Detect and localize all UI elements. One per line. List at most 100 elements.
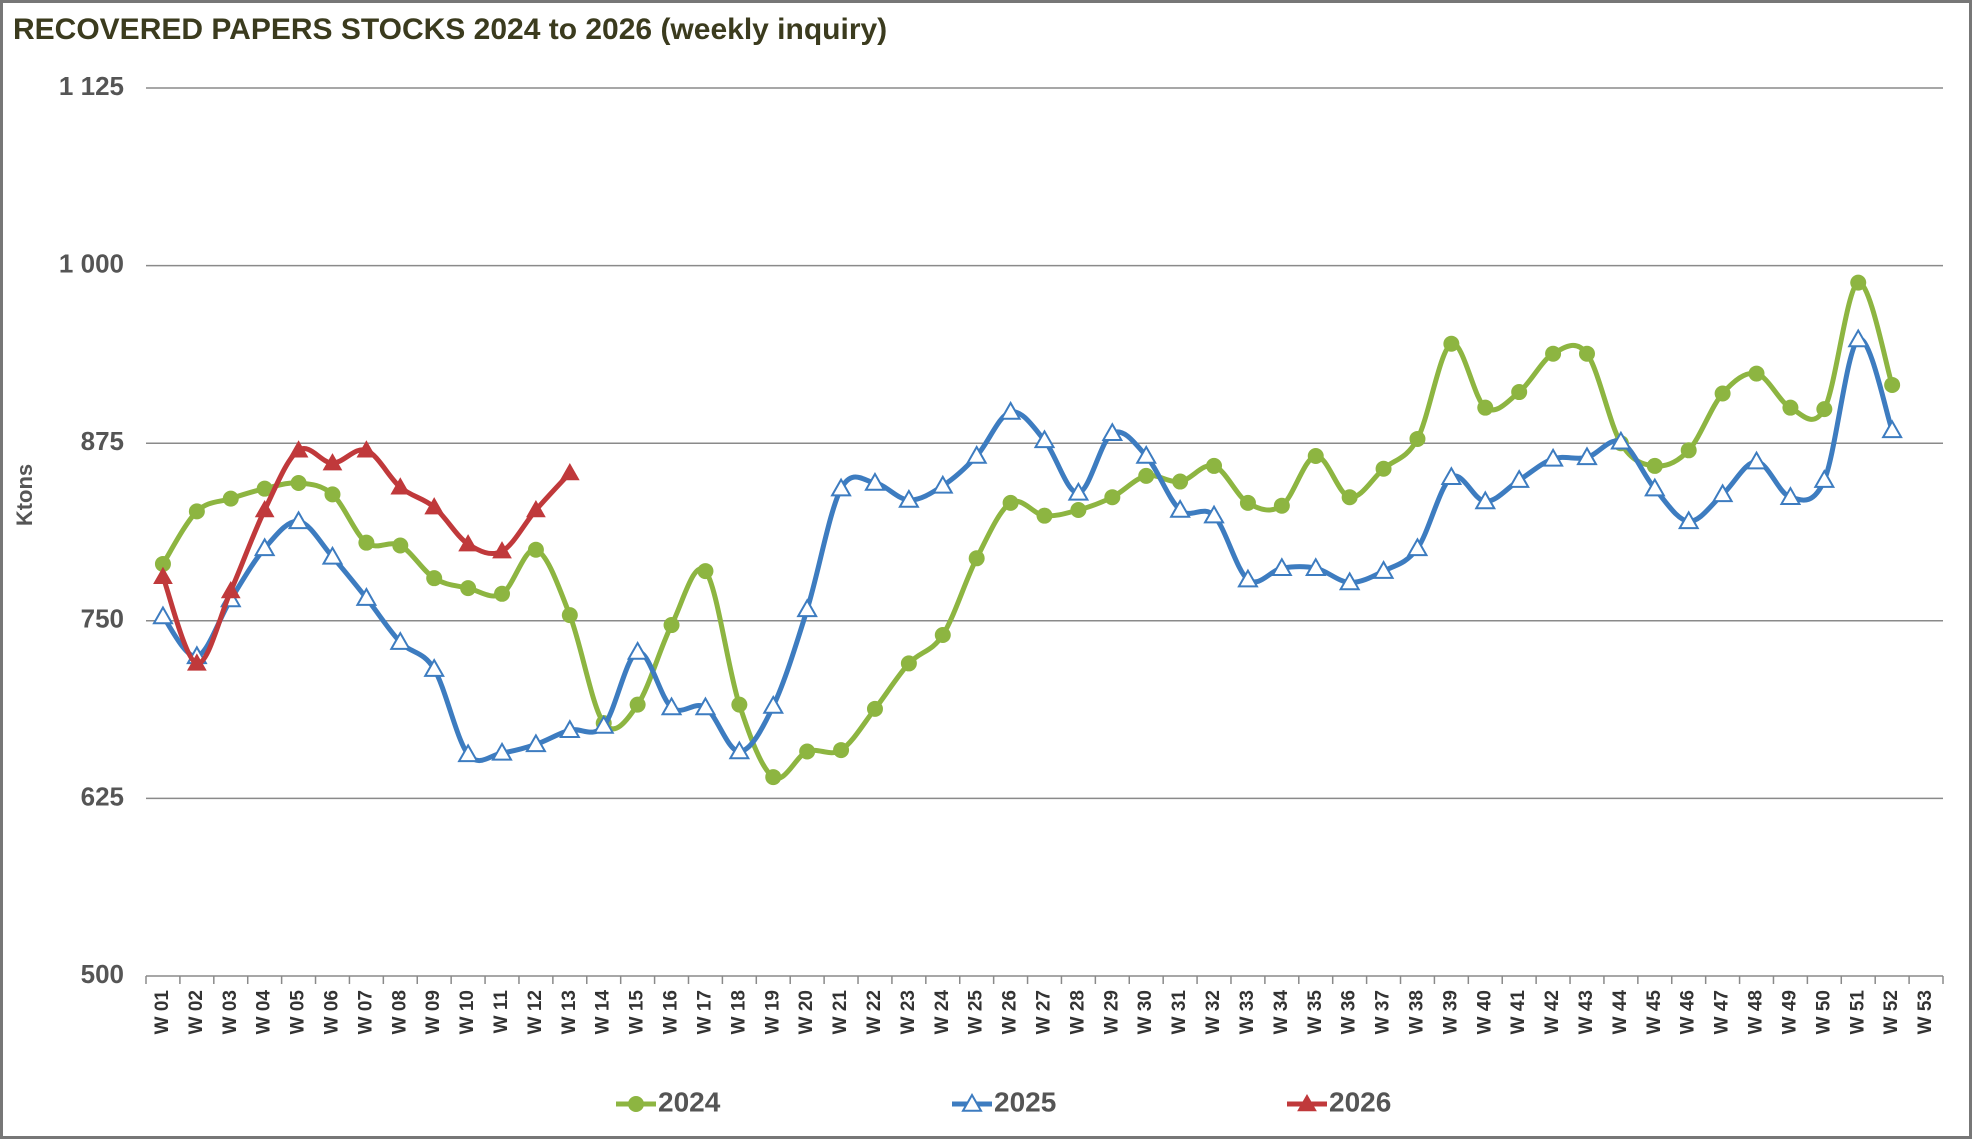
x-tick-label: W 31 — [1169, 990, 1190, 1035]
marker — [934, 627, 951, 644]
marker — [253, 537, 276, 557]
x-tick-label: W 38 — [1406, 990, 1427, 1034]
x-tick-label: W 29 — [1101, 990, 1122, 1034]
x-tick-label: W 06 — [321, 990, 342, 1034]
marker — [1677, 510, 1700, 530]
marker — [322, 453, 343, 471]
marker — [663, 617, 680, 634]
x-tick-label: W 24 — [932, 990, 953, 1035]
marker — [898, 489, 920, 508]
marker — [1206, 457, 1223, 474]
marker — [1779, 486, 1802, 505]
marker — [1104, 489, 1121, 506]
marker — [900, 655, 917, 672]
marker — [728, 740, 751, 760]
x-tick-label: W 16 — [661, 990, 682, 1034]
x-tick-label: W 10 — [457, 990, 478, 1034]
marker — [494, 585, 511, 602]
x-tick-label: W 51 — [1847, 990, 1868, 1035]
marker — [1172, 473, 1189, 490]
marker — [968, 550, 985, 567]
marker — [694, 696, 717, 716]
x-tick-label: W 39 — [1440, 990, 1461, 1034]
marker — [629, 696, 646, 713]
marker — [626, 641, 649, 660]
marker — [358, 534, 375, 551]
y-axis-label: Ktons — [12, 464, 37, 526]
marker — [188, 503, 205, 520]
marker — [1273, 497, 1290, 514]
marker — [153, 566, 173, 585]
marker — [1816, 401, 1833, 418]
marker — [1305, 557, 1327, 576]
marker — [1813, 469, 1836, 488]
x-tick-label: W 27 — [1034, 990, 1055, 1034]
marker — [1135, 444, 1157, 464]
marker — [154, 555, 171, 572]
marker — [1372, 560, 1395, 579]
x-tick-label: W 49 — [1779, 990, 1800, 1034]
marker — [458, 534, 478, 552]
x-tick-label: W 45 — [1644, 990, 1665, 1035]
marker — [1680, 442, 1697, 459]
marker — [290, 474, 307, 491]
y-tick-label: 500 — [81, 959, 124, 989]
marker — [288, 440, 309, 458]
marker — [457, 743, 479, 763]
x-tick-label: W 53 — [1915, 990, 1936, 1034]
marker — [1511, 384, 1528, 401]
marker — [1409, 430, 1426, 447]
marker — [152, 605, 174, 625]
x-tick-label: W 26 — [1000, 990, 1021, 1034]
marker — [1067, 481, 1090, 501]
marker — [1138, 467, 1155, 484]
marker — [765, 769, 782, 786]
marker — [525, 733, 547, 753]
legend-label: 2026 — [1329, 1086, 1391, 1117]
marker — [866, 700, 883, 717]
x-tick-label: W 36 — [1339, 990, 1360, 1034]
x-tick-label: W 14 — [593, 990, 614, 1035]
marker — [186, 653, 207, 671]
x-tick-label: W 22 — [864, 990, 885, 1034]
marker — [833, 742, 850, 759]
x-tick-label: W 07 — [355, 990, 376, 1034]
x-tick-label: W 42 — [1542, 990, 1563, 1034]
marker — [1545, 345, 1562, 362]
marker — [1782, 399, 1799, 416]
marker — [799, 743, 816, 760]
marker — [864, 471, 886, 491]
x-tick-label: W 12 — [525, 990, 546, 1034]
marker — [1406, 537, 1429, 557]
x-tick-label: W 23 — [898, 990, 919, 1034]
marker — [1884, 376, 1901, 393]
x-tick-label: W 47 — [1712, 990, 1733, 1034]
marker — [254, 499, 275, 518]
chart-title: RECOVERED PAPERS STOCKS 2024 to 2026 (we… — [13, 13, 887, 46]
marker — [830, 477, 852, 497]
marker — [256, 480, 273, 497]
marker — [1101, 422, 1124, 442]
x-tick-label: W 13 — [559, 990, 580, 1034]
marker — [222, 490, 239, 507]
x-tick-label: W 30 — [1135, 990, 1156, 1034]
marker — [460, 580, 477, 597]
marker — [1646, 457, 1663, 474]
marker — [932, 474, 954, 494]
x-tick-label: W 20 — [796, 990, 817, 1034]
marker — [389, 631, 412, 650]
x-tick-label: W 43 — [1576, 990, 1597, 1034]
marker — [390, 477, 411, 495]
marker — [796, 598, 818, 618]
marker — [1169, 498, 1191, 518]
marker — [1271, 557, 1293, 576]
marker — [559, 719, 581, 738]
marker — [527, 541, 544, 558]
x-tick-label: W 17 — [694, 990, 715, 1034]
marker — [1033, 429, 1056, 449]
marker — [1610, 430, 1632, 450]
marker — [1341, 489, 1358, 506]
marker — [1307, 447, 1324, 464]
x-tick-label: W 01 — [152, 990, 173, 1035]
x-tick-label: W 15 — [627, 990, 648, 1035]
